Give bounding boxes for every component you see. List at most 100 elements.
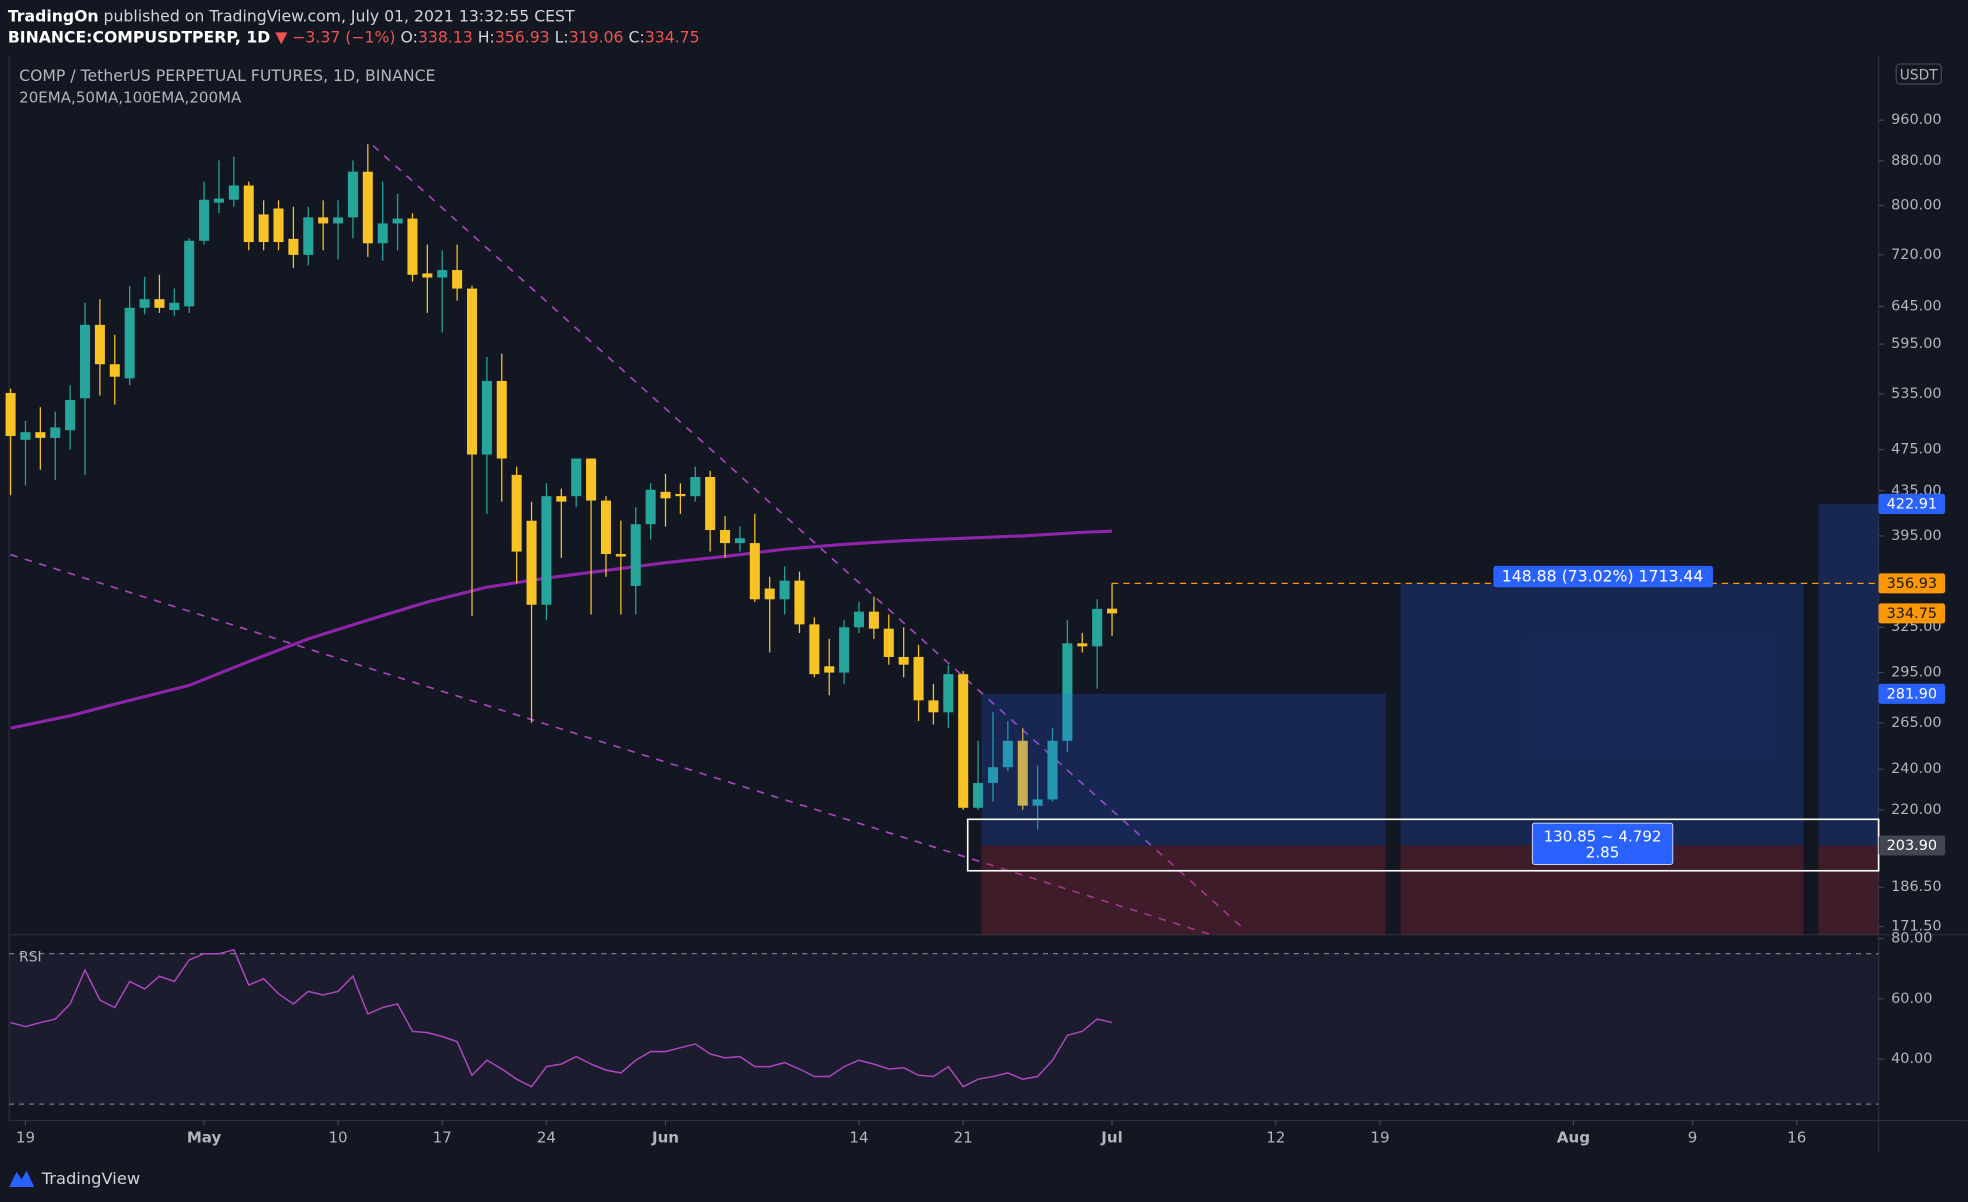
candle-body bbox=[571, 458, 582, 497]
price-badge-label: 356.93 bbox=[1887, 576, 1937, 592]
rsi-tick-label: 60.00 bbox=[1891, 991, 1932, 1007]
candle-body bbox=[288, 238, 299, 255]
candle-body bbox=[556, 496, 567, 502]
candle-body bbox=[1107, 608, 1118, 614]
y-tick-label: 265.00 bbox=[1891, 715, 1941, 731]
x-tick-label: 10 bbox=[328, 1129, 347, 1147]
position-stats-bg bbox=[1531, 822, 1674, 865]
candle-body bbox=[303, 217, 314, 255]
symbol: BINANCE:COMPUSDTPERP, 1D bbox=[8, 27, 270, 46]
loss-zone bbox=[981, 845, 1386, 935]
y-tick-label: 475.00 bbox=[1891, 442, 1941, 458]
candle-body bbox=[273, 208, 284, 243]
candle-body bbox=[481, 380, 492, 455]
y-tick-label: 960.00 bbox=[1891, 112, 1941, 128]
candle-body bbox=[600, 500, 611, 555]
candle-body bbox=[675, 494, 686, 497]
candle-body bbox=[720, 530, 731, 544]
ohlc-key: L: bbox=[555, 27, 569, 46]
x-tick-label: Aug bbox=[1557, 1129, 1590, 1147]
candle-body bbox=[452, 270, 463, 289]
price-badge-label: 203.90 bbox=[1887, 838, 1937, 854]
candle-body bbox=[124, 307, 135, 379]
price-badge bbox=[1878, 603, 1946, 624]
profit-zone bbox=[1400, 583, 1804, 846]
candle-body bbox=[615, 554, 626, 557]
profit-zone bbox=[981, 693, 1386, 846]
ohlc-value: 338.13 bbox=[418, 27, 473, 46]
candle-body bbox=[199, 199, 210, 241]
ohlc-key: H: bbox=[478, 27, 495, 46]
y-tick-label: 186.50 bbox=[1891, 879, 1941, 895]
ohlc-key: O: bbox=[401, 27, 418, 46]
candle-body bbox=[734, 538, 745, 544]
candle-body bbox=[184, 240, 195, 307]
candle-body bbox=[809, 624, 820, 675]
publish-line: TradingOn published on TradingView.com, … bbox=[8, 6, 575, 25]
rsi-line bbox=[10, 948, 1113, 1088]
candle-body bbox=[496, 380, 507, 459]
candle-body bbox=[65, 400, 76, 431]
candle-body bbox=[630, 524, 641, 586]
chart-title: COMP / TetherUS PERPETUAL FUTURES, 1D, B… bbox=[19, 66, 435, 85]
x-tick-label: 14 bbox=[849, 1129, 868, 1147]
y-tick-label: 395.00 bbox=[1891, 528, 1941, 544]
candle-body bbox=[258, 214, 269, 243]
candle-body bbox=[764, 588, 775, 600]
trend-line bbox=[372, 144, 1247, 932]
candle-body bbox=[94, 324, 105, 365]
y-tick-label: 800.00 bbox=[1891, 198, 1941, 214]
candle-body bbox=[213, 198, 224, 203]
x-tick-label: 19 bbox=[16, 1129, 35, 1147]
candle-body bbox=[1032, 799, 1043, 806]
candle-body bbox=[347, 171, 358, 218]
ohlc-key: C: bbox=[629, 27, 645, 46]
rsi-band bbox=[9, 953, 1879, 1105]
x-tick-label: May bbox=[187, 1129, 222, 1147]
candle-body bbox=[228, 185, 239, 200]
candle-body bbox=[437, 270, 448, 278]
y-tick-label: 295.00 bbox=[1891, 665, 1941, 681]
candle-body bbox=[690, 476, 701, 497]
candle-body bbox=[333, 217, 344, 224]
candle-body bbox=[422, 273, 433, 278]
y-tick-label: 595.00 bbox=[1891, 336, 1941, 352]
price-badge-label: 281.90 bbox=[1887, 686, 1937, 702]
price-badge bbox=[1878, 573, 1946, 594]
ohlc-value: 319.06 bbox=[569, 27, 624, 46]
x-tick-label: 16 bbox=[1787, 1129, 1806, 1147]
price-badge-label: 334.75 bbox=[1887, 606, 1937, 622]
candle-body bbox=[868, 611, 879, 629]
indicator-list: 20EMA,50MA,100EMA,200MA bbox=[19, 88, 242, 106]
candle-body bbox=[1002, 740, 1013, 768]
candle-body bbox=[1062, 643, 1073, 741]
candle-body bbox=[50, 427, 61, 438]
candle-body bbox=[898, 656, 909, 665]
x-tick-label: Jul bbox=[1100, 1129, 1122, 1147]
candle-body bbox=[779, 580, 790, 600]
loss-zone bbox=[1818, 845, 1879, 935]
candle-body bbox=[79, 324, 91, 399]
candle-body bbox=[1092, 608, 1103, 647]
candle-body bbox=[645, 489, 656, 525]
price-badge bbox=[1878, 493, 1946, 514]
y-tick-label: 720.00 bbox=[1891, 247, 1941, 263]
candle-body bbox=[109, 364, 120, 377]
candle-body bbox=[705, 476, 716, 531]
candle-body bbox=[928, 700, 939, 713]
price-badge bbox=[1878, 835, 1946, 856]
candle-body bbox=[1047, 740, 1058, 800]
position-stat: 130.85 ~ 4.792 bbox=[1544, 827, 1662, 845]
plot-layer bbox=[5, 144, 1880, 935]
moving-average bbox=[10, 529, 1113, 730]
published: published on TradingView.com, July 01, 2… bbox=[104, 6, 575, 25]
candle-body bbox=[377, 223, 388, 244]
candle-body bbox=[660, 491, 671, 499]
candle-body bbox=[362, 171, 373, 244]
position-stat: 2.85 bbox=[1586, 844, 1620, 862]
y-tick-label: 880.00 bbox=[1891, 153, 1941, 169]
y-tick-label: 171.50 bbox=[1891, 918, 1941, 934]
x-tick-label: 21 bbox=[954, 1129, 973, 1147]
